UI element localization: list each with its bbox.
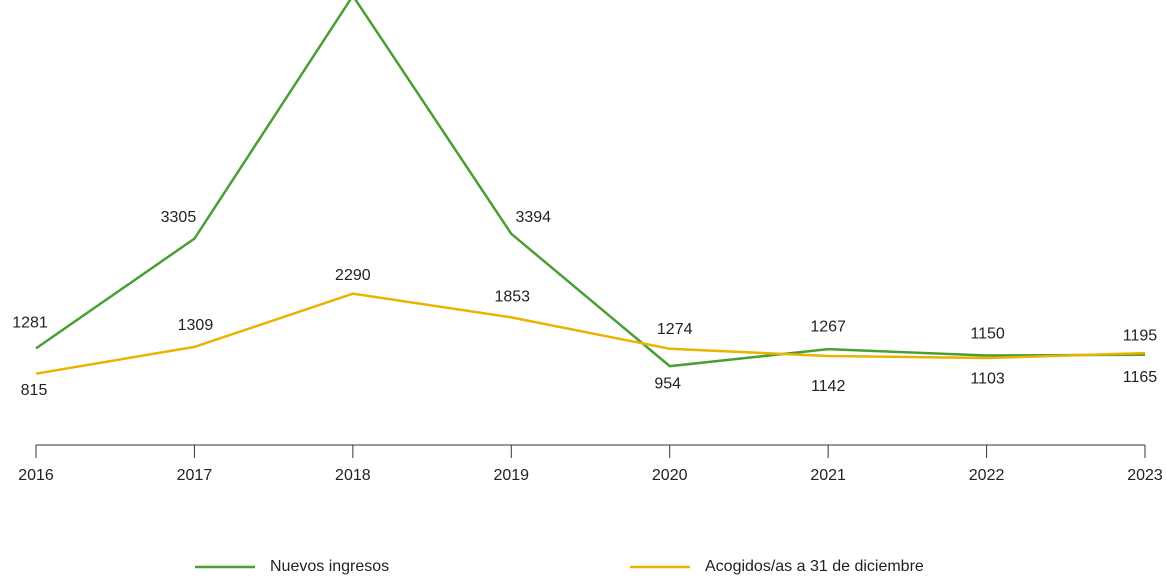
x-tick-label: 2021 [810, 467, 846, 484]
x-tick-label: 2022 [969, 467, 1005, 484]
data-label: 1103 [970, 370, 1005, 387]
x-tick-label: 2016 [18, 467, 54, 484]
line-series [35, 292, 1146, 375]
legend-label: Nuevos ingresos [270, 558, 389, 575]
data-label: 1274 [657, 321, 693, 338]
data-label: 815 [21, 382, 48, 399]
data-label: 1165 [1123, 369, 1158, 386]
data-label: 954 [654, 375, 681, 392]
data-label: 1195 [1123, 327, 1158, 344]
legend-label: Acogidos/as a 31 de diciembre [705, 558, 924, 575]
data-label: 3394 [515, 209, 551, 226]
x-tick-label: 2019 [493, 467, 529, 484]
data-label: 3305 [161, 209, 197, 226]
data-label: 1150 [970, 326, 1005, 343]
data-label: 1853 [494, 289, 530, 306]
data-label: 1281 [12, 315, 48, 332]
data-label: 1267 [810, 318, 846, 335]
x-tick-label: 2018 [335, 467, 371, 484]
x-tick-label: 2017 [177, 467, 213, 484]
data-label: 1309 [178, 317, 214, 334]
x-tick-label: 2023 [1127, 467, 1163, 484]
x-tick-label: 2020 [652, 467, 688, 484]
line-series [35, 0, 1146, 368]
data-label: 1142 [811, 378, 846, 395]
data-label: 2290 [335, 267, 371, 284]
